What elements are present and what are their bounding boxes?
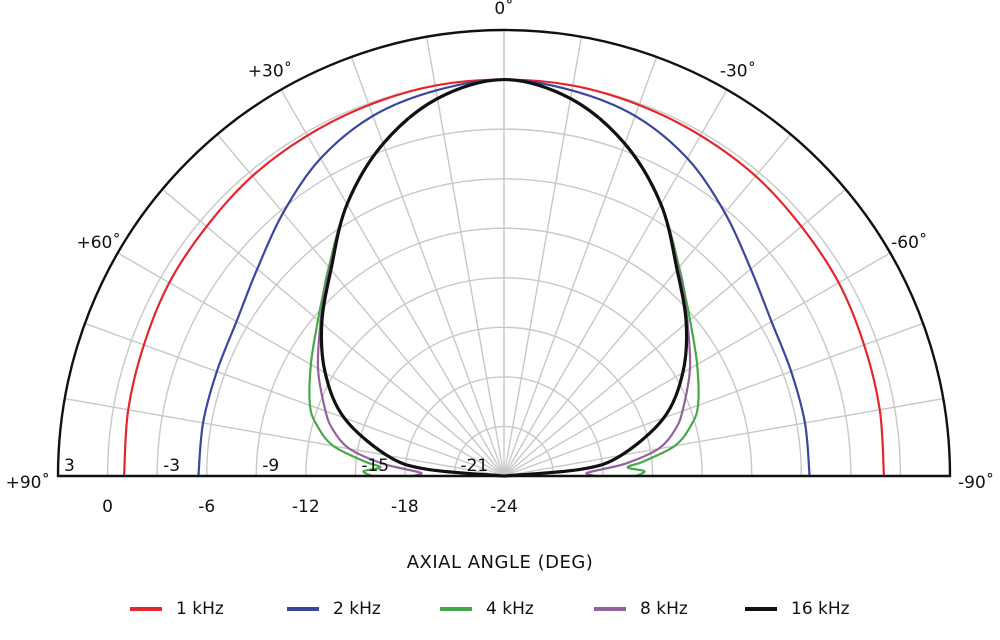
radial-tick-label: -24	[490, 497, 518, 517]
grid-spoke	[503, 322, 924, 477]
angle-tick-label: 0˚	[494, 0, 513, 19]
angle-tick-label: +30˚	[248, 61, 292, 82]
angle-tick-label: -30˚	[720, 61, 756, 82]
label-layer: 0˚ +30˚ +60˚ +90˚ -30˚ -60˚ -90˚ 3 -3 -9 -15 -21 0 -6…	[6, 0, 995, 517]
legend-item: 8 kHz	[594, 596, 688, 622]
grid-spoke	[503, 36, 583, 477]
grid-spoke	[503, 188, 847, 477]
legend-label: 1 kHz	[176, 599, 224, 619]
grid-spoke	[503, 133, 792, 477]
legend-swatch	[130, 607, 162, 611]
legend-swatch	[440, 607, 472, 611]
series-line-16-khz	[319, 77, 689, 478]
grid-spoke	[503, 56, 658, 477]
legend: 1 kHz 2 kHz 4 kHz 8 kHz 16 kHz	[0, 596, 1000, 626]
legend-label: 16 kHz	[791, 599, 850, 619]
radial-tick-label: -21	[460, 456, 488, 476]
legend-item: 16 kHz	[745, 596, 850, 622]
series-layer	[122, 77, 886, 478]
grid-spoke	[161, 188, 505, 477]
legend-swatch	[287, 607, 319, 611]
legend-swatch	[594, 607, 626, 611]
angle-tick-label: +60˚	[77, 232, 121, 253]
grid-spoke	[503, 397, 944, 477]
radial-tick-label: -3	[163, 456, 180, 476]
legend-label: 8 kHz	[640, 599, 688, 619]
legend-item: 1 kHz	[130, 596, 224, 622]
radial-tick-label: -12	[292, 497, 320, 517]
grid-spoke	[350, 56, 505, 477]
radial-tick-label: 3	[64, 456, 75, 476]
frame-layer	[56, 28, 952, 478]
radial-tick-label: 0	[102, 497, 113, 517]
grid-spoke	[425, 36, 505, 477]
outer-frame	[56, 28, 952, 478]
grid-spoke	[216, 133, 505, 477]
legend-swatch	[745, 607, 777, 611]
radial-tick-label: -18	[391, 497, 419, 517]
angle-tick-label: -90˚	[958, 472, 994, 493]
x-axis-label: AXIAL ANGLE (DEG)	[406, 552, 594, 573]
legend-item: 2 kHz	[287, 596, 381, 622]
radial-tick-label: -15	[361, 456, 389, 476]
grid-spoke	[280, 89, 505, 477]
grid-spoke	[84, 322, 505, 477]
radial-tick-label: -9	[262, 456, 279, 476]
grid-spoke	[503, 89, 728, 477]
angle-tick-label: +90˚	[6, 472, 50, 493]
legend-label: 4 kHz	[486, 599, 534, 619]
legend-label: 2 kHz	[333, 599, 381, 619]
grid-layer	[64, 30, 944, 477]
legend-item: 4 kHz	[440, 596, 534, 622]
angle-tick-label: -60˚	[891, 232, 927, 253]
grid-spoke	[64, 397, 505, 477]
radial-tick-label: -6	[198, 497, 215, 517]
